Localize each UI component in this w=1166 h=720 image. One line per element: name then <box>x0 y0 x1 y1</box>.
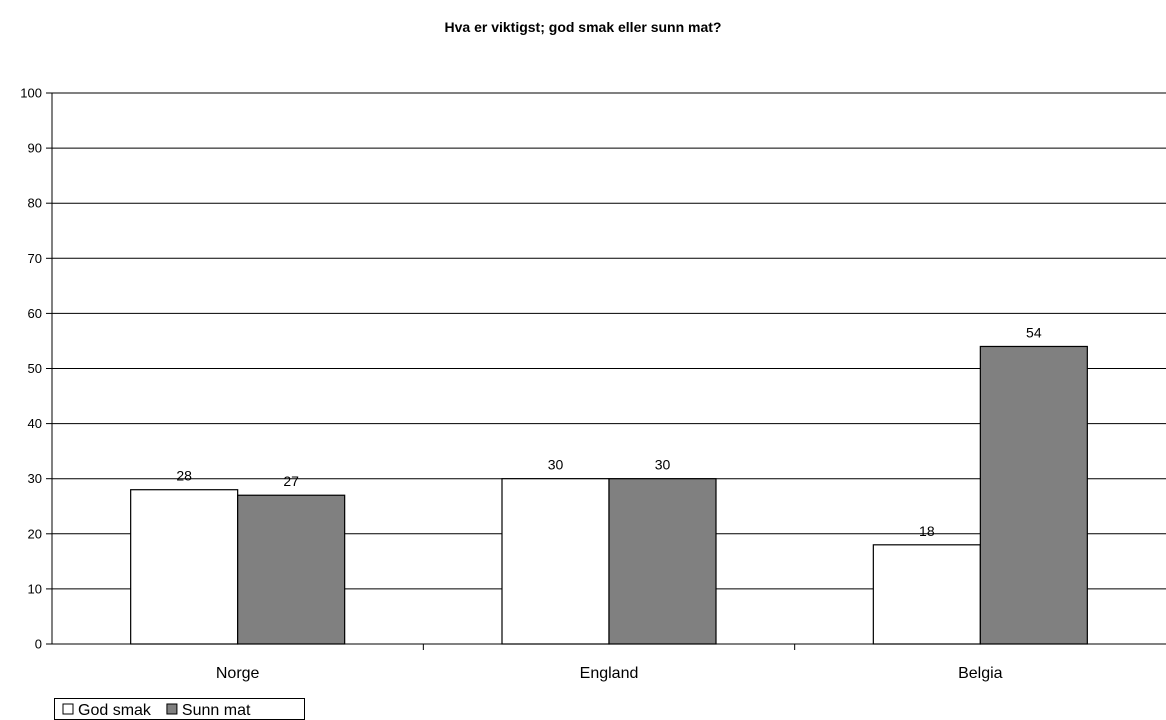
chart-title: Hva er viktigst; god smak eller sunn mat… <box>445 19 722 35</box>
data-label: 18 <box>919 523 935 539</box>
y-tick-label: 60 <box>28 306 42 321</box>
legend: God smak Sunn mat <box>54 698 305 720</box>
bar-sunn-mat <box>979 345 1088 645</box>
bar-god-smak <box>501 478 610 645</box>
legend-label: God smak <box>78 702 152 719</box>
y-tick-label: 80 <box>28 196 42 211</box>
y-tick-label: 0 <box>35 637 42 652</box>
axes <box>46 92 1166 650</box>
y-tick-label: 50 <box>28 361 42 376</box>
bar-sunn-mat <box>237 494 346 645</box>
y-tick-label: 40 <box>28 416 42 431</box>
data-label: 54 <box>1026 324 1042 340</box>
bars <box>130 345 1088 645</box>
x-category-label: Norge <box>216 665 260 682</box>
data-label: 30 <box>548 457 564 473</box>
data-labels: 28 27 30 30 18 54 <box>176 324 1041 538</box>
y-tick-labels: 0 10 20 30 40 50 60 70 80 90 100 <box>20 86 42 652</box>
bar-sunn-mat <box>608 478 717 645</box>
data-label: 27 <box>283 473 299 489</box>
y-tick-label: 90 <box>28 141 42 156</box>
legend-swatch <box>62 703 74 715</box>
y-tick-label: 10 <box>28 581 42 596</box>
x-category-label: Belgia <box>958 665 1003 682</box>
y-tick-label: 30 <box>28 471 42 486</box>
bar-god-smak <box>872 544 981 645</box>
data-label: 30 <box>655 457 671 473</box>
x-category-labels: Norge England Belgia <box>216 665 1003 682</box>
legend-label: Sunn mat <box>182 702 251 719</box>
legend-swatch <box>166 703 178 715</box>
x-category-label: England <box>580 665 639 682</box>
data-label: 28 <box>176 468 192 484</box>
bar-god-smak <box>130 489 239 645</box>
y-tick-label: 70 <box>28 251 42 266</box>
y-tick-label: 20 <box>28 526 42 541</box>
y-tick-label: 100 <box>20 86 42 101</box>
